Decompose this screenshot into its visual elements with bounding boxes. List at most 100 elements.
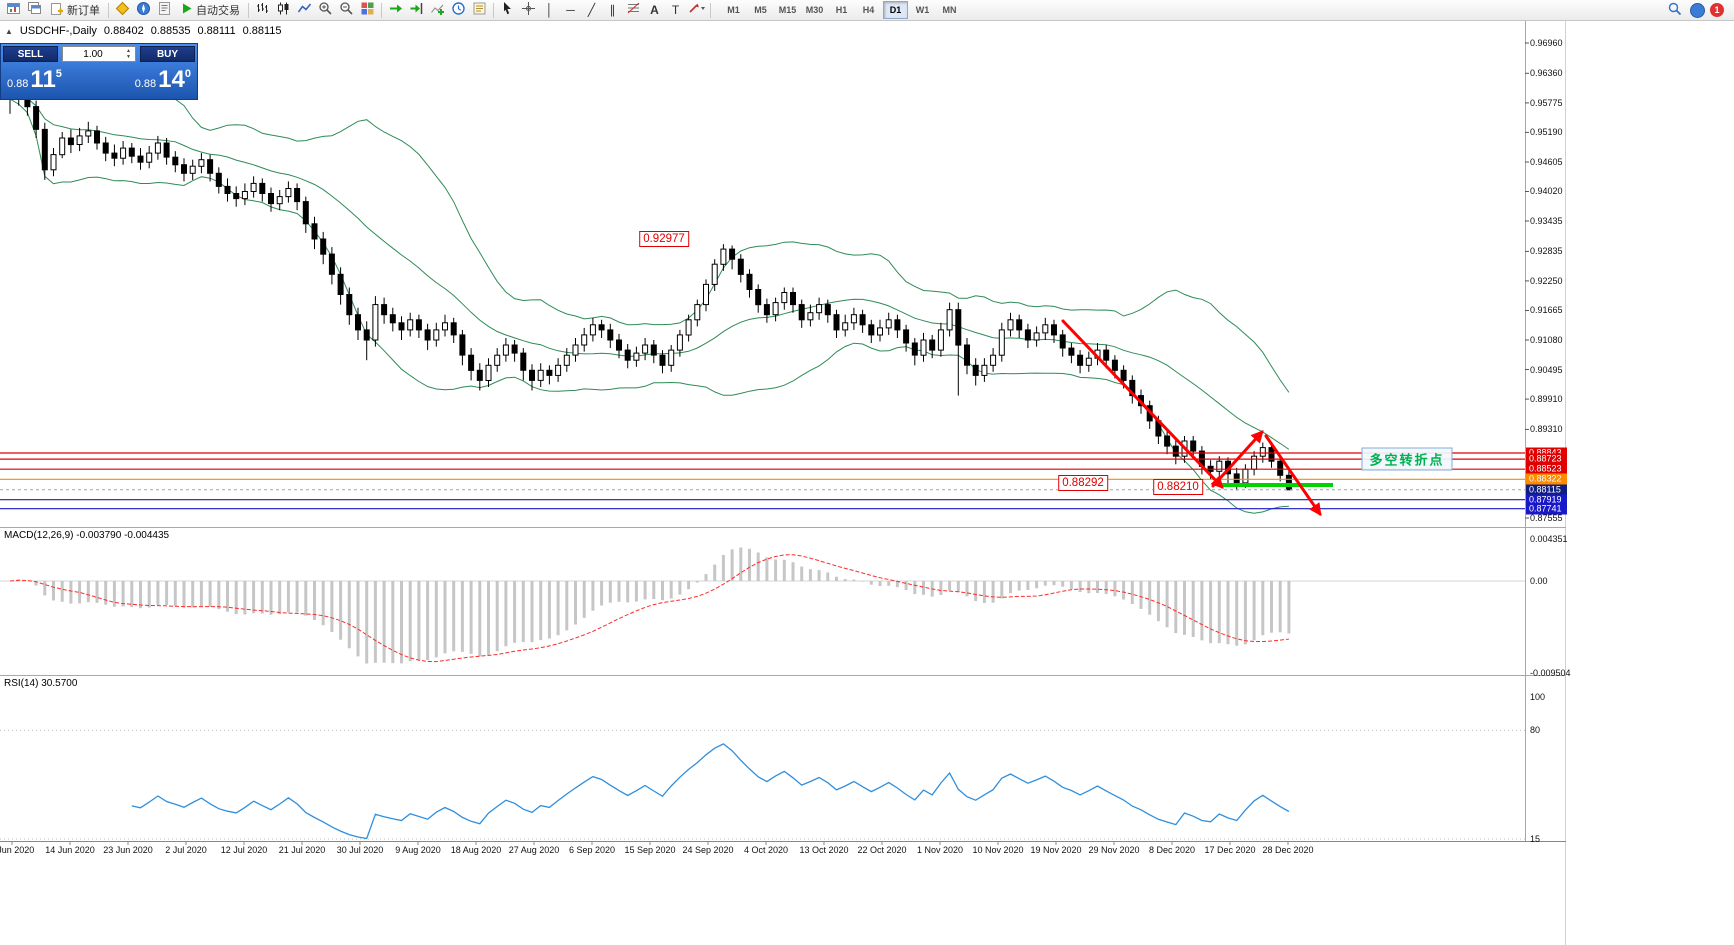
tile-windows-icon <box>360 1 375 19</box>
toolbar-separator <box>381 2 382 18</box>
buy-price-prefix: 0.88 <box>134 78 157 90</box>
mql-wizard-button[interactable] <box>133 1 154 19</box>
sell-price-prefix: 0.88 <box>7 78 29 90</box>
search-button[interactable] <box>1664 1 1685 19</box>
tile-windows-button[interactable] <box>357 1 378 19</box>
chart-canvas[interactable] <box>0 21 1566 945</box>
community-icon[interactable] <box>1690 2 1705 18</box>
text-tool-button[interactable]: A <box>644 1 665 19</box>
new-order-button[interactable]: 新订单 <box>45 1 105 19</box>
volume-down-icon[interactable]: ▼ <box>126 54 131 60</box>
timeframe-button-d1[interactable]: D1 <box>883 1 908 19</box>
line-chart-icon <box>297 1 312 19</box>
ohlc-low: 0.88111 <box>197 25 236 37</box>
volume-input[interactable] <box>62 46 136 62</box>
toolbar-right-cluster: 1 <box>1664 1 1734 19</box>
market-watch-button[interactable] <box>112 1 133 19</box>
chart-window: 0.96960 0.96360 0.95775 0.95190 0.94605 0.940… <box>0 21 1571 945</box>
buy-price[interactable]: 0.88 14 0 <box>135 65 191 95</box>
arrow-object-icon <box>688 1 706 19</box>
crosshair-tool-button[interactable] <box>518 1 539 19</box>
buy-button[interactable]: BUY <box>140 46 195 62</box>
volume-stepper[interactable]: ▲ ▼ <box>123 47 134 61</box>
profiles-icon <box>27 1 42 19</box>
symbol-period-label: USDCHF-,Daily <box>19 25 97 37</box>
label-icon: T <box>671 2 680 17</box>
channel-tool-button[interactable]: ∥ <box>602 1 623 19</box>
ohlc-high: 0.88535 <box>150 25 191 37</box>
toolbar-separator <box>248 2 249 18</box>
sell-price[interactable]: 0.88 11 5 <box>7 65 62 95</box>
chart-shift-icon <box>409 1 424 19</box>
channel-icon: ∥ <box>609 2 616 17</box>
new-order-icon <box>50 2 64 19</box>
zoom-in-icon <box>318 1 333 19</box>
main-toolbar: 新订单 自动交易 │ ─ ╱ ∥ A T M1 M5 M15 M30 H1 H4 D1 W1 M… <box>0 0 1734 21</box>
horizontal-line-tool-button[interactable]: ─ <box>560 1 581 19</box>
toolbar-separator <box>710 2 711 18</box>
add-indicator-button[interactable] <box>427 1 448 19</box>
candlestick-type-button[interactable] <box>273 1 294 19</box>
timeframe-button-w1[interactable]: W1 <box>915 5 930 15</box>
auto-scroll-icon <box>388 1 403 19</box>
scripts-button[interactable] <box>154 1 175 19</box>
fibonacci-icon <box>626 1 641 19</box>
auto-scroll-button[interactable] <box>385 1 406 19</box>
chart-shift-button[interactable] <box>406 1 427 19</box>
timeframe-button-m1[interactable]: M1 <box>727 5 740 15</box>
add-indicator-icon <box>430 1 445 19</box>
bar-chart-type-button[interactable] <box>252 1 273 19</box>
profiles-button[interactable] <box>24 1 45 19</box>
ohlc-open: 0.88402 <box>103 25 144 37</box>
vertical-line-tool-button[interactable]: │ <box>539 1 560 19</box>
notification-badge[interactable]: 1 <box>1710 3 1724 17</box>
timeframe-button-mn[interactable]: MN <box>942 5 957 15</box>
zoom-out-button[interactable] <box>336 1 357 19</box>
zoom-in-button[interactable] <box>315 1 336 19</box>
text-icon: A <box>650 2 659 17</box>
horizontal-line-icon: ─ <box>566 2 575 17</box>
templates-button[interactable] <box>469 1 490 19</box>
buy-price-sup: 0 <box>184 68 191 80</box>
clock-icon <box>451 1 466 19</box>
new-chart-button[interactable] <box>3 1 24 19</box>
buy-price-big: 14 <box>158 66 185 93</box>
sell-button[interactable]: SELL <box>3 46 58 62</box>
timeframe-button-m30[interactable]: M30 <box>805 5 824 15</box>
panel-toggle-icon[interactable]: ▲ <box>5 26 13 36</box>
periods-button[interactable] <box>448 1 469 19</box>
script-icon <box>157 1 172 19</box>
diamond-icon <box>115 1 130 19</box>
ohlc-close: 0.88115 <box>242 25 282 37</box>
cursor-tool-button[interactable] <box>497 1 518 19</box>
crosshair-icon <box>521 1 536 19</box>
timeframe-button-h4[interactable]: H4 <box>862 5 875 15</box>
fibonacci-tool-button[interactable] <box>623 1 644 19</box>
autotrading-play-icon <box>180 2 193 18</box>
line-chart-type-button[interactable] <box>294 1 315 19</box>
timeframe-button-m5[interactable]: M5 <box>754 5 767 15</box>
one-click-trading-panel: SELL ▲▼ BUY 0.88 11 5 0.88 14 0 <box>0 43 198 100</box>
chart-header: ▲ USDCHF-,Daily 0.88402 0.88535 0.88111 … <box>5 25 282 37</box>
trendline-icon: ╱ <box>587 2 596 17</box>
templates-icon <box>472 1 487 19</box>
compass-icon <box>136 1 151 19</box>
sell-price-big: 11 <box>30 66 56 93</box>
trendline-tool-button[interactable]: ╱ <box>581 1 602 19</box>
timeframe-bar: M1 M5 M15 M30 H1 H4 D1 W1 MN <box>720 1 963 19</box>
timeframe-button-m15[interactable]: M15 <box>778 5 797 15</box>
cursor-icon <box>500 1 515 19</box>
new-order-label: 新订单 <box>67 5 100 17</box>
sell-price-sup: 5 <box>55 68 62 80</box>
arrows-tool-button[interactable] <box>686 1 707 19</box>
autotrading-button[interactable]: 自动交易 <box>175 1 245 19</box>
volume-up-icon[interactable]: ▲ <box>126 48 131 54</box>
autotrading-label: 自动交易 <box>196 5 240 17</box>
candlestick-icon <box>276 1 291 19</box>
vertical-line-icon: │ <box>545 2 554 17</box>
bar-chart-icon <box>255 1 270 19</box>
zoom-out-icon <box>339 1 354 19</box>
timeframe-button-h1[interactable]: H1 <box>835 5 848 15</box>
new-chart-icon <box>6 1 21 19</box>
label-tool-button[interactable]: T <box>665 1 686 19</box>
